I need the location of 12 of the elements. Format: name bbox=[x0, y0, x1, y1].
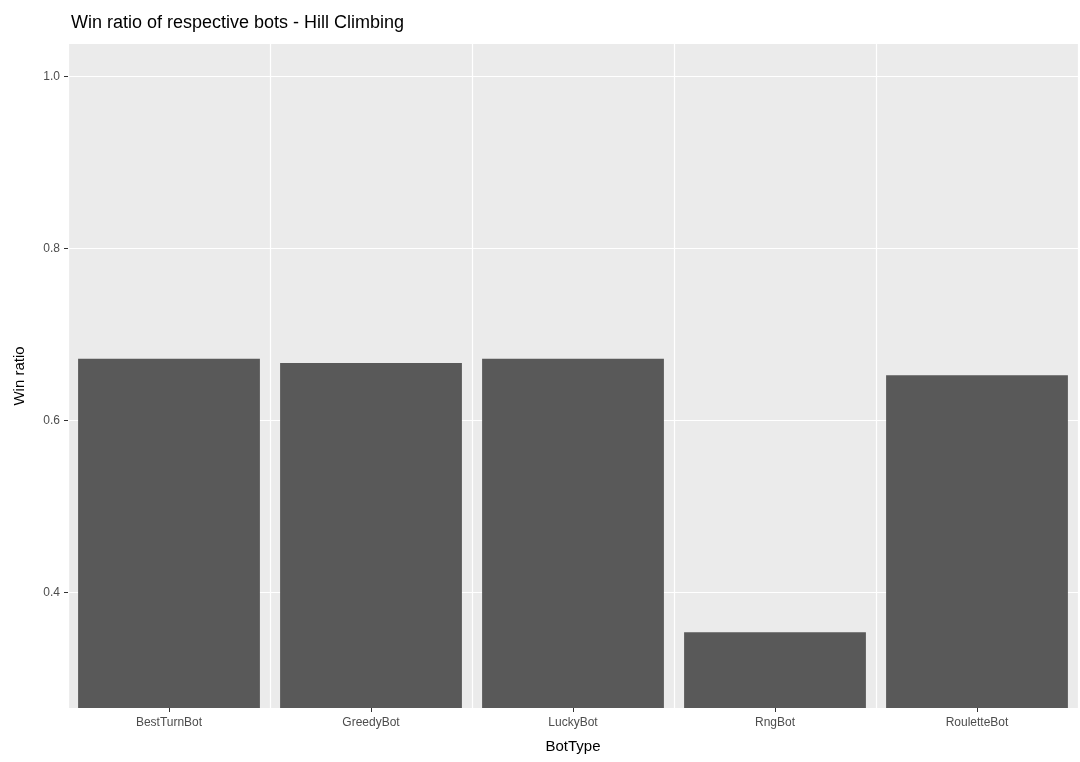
x-tick-label: GreedyBot bbox=[342, 715, 401, 729]
x-tick-label: LuckyBot bbox=[548, 715, 599, 729]
x-tick-label: BestTurnBot bbox=[135, 715, 203, 729]
y-axis-title: Win ratio bbox=[10, 346, 27, 406]
y-tick-label: 0.8 bbox=[43, 240, 61, 255]
y-tick-label: 0.6 bbox=[43, 412, 61, 427]
x-tick-label: RngBot bbox=[754, 715, 796, 729]
y-tick-label: 0.4 bbox=[43, 584, 61, 599]
chart-title: Win ratio of respective bots - Hill Climbing bbox=[71, 12, 405, 32]
y-tick-label: 1.0 bbox=[43, 68, 61, 83]
x-axis-title: BotType bbox=[545, 737, 601, 754]
x-tick-label: RouletteBot bbox=[945, 715, 1010, 729]
